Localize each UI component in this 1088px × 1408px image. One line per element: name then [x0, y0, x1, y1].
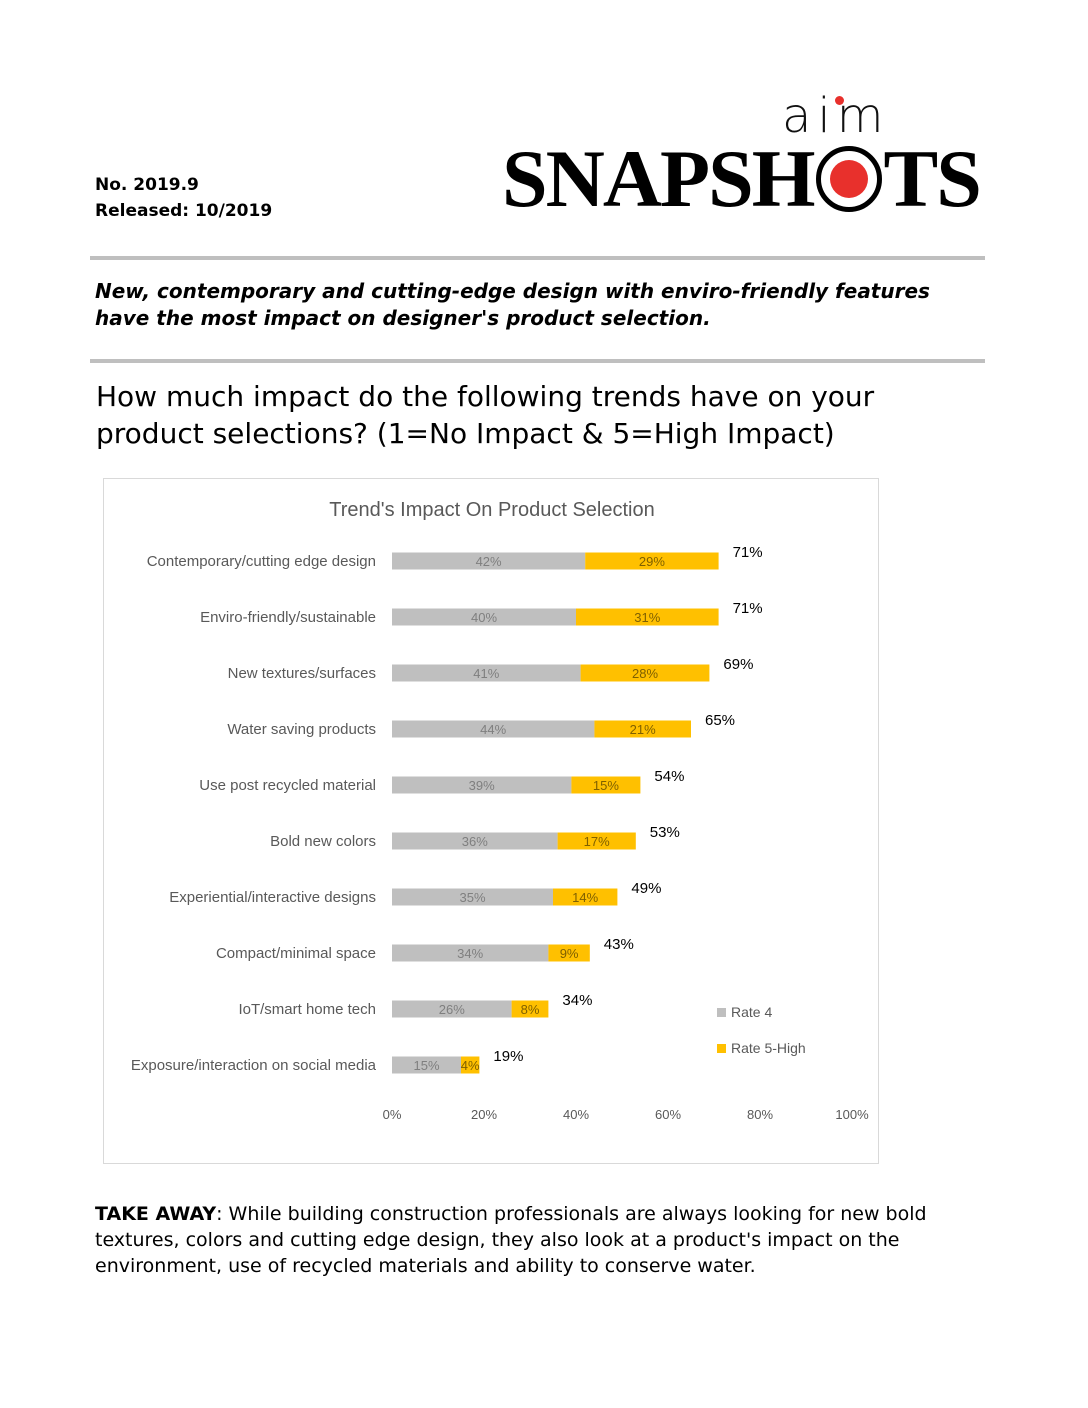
bar-data-label: 39%: [469, 778, 495, 793]
category-label: Enviro-friendly/sustainable: [200, 609, 376, 626]
bar-data-label: 31%: [634, 610, 660, 625]
bar-rate-4: [392, 720, 595, 738]
chart-title: Trend's Impact On Product Selection: [329, 499, 654, 521]
bar-rate-4: [392, 944, 549, 962]
logo-snapshots-left: SNAPSH: [502, 133, 816, 224]
headline: New, contemporary and cutting-edge desig…: [95, 279, 930, 330]
category-label: Experiential/interactive designs: [169, 889, 376, 906]
bar-data-label: 21%: [630, 722, 656, 737]
total-label: 19%: [493, 1048, 523, 1065]
bar-rate-4: [392, 776, 572, 794]
legend-label: Rate 4: [731, 1004, 772, 1020]
bar-rate-5-high: [511, 1000, 549, 1018]
aim-snapshots-logo: aim SNAPSH TS: [500, 88, 982, 220]
bar-rate-4: [392, 1000, 512, 1018]
bar-data-label: 36%: [462, 834, 488, 849]
logo-aim-dot: [835, 96, 844, 105]
stacked-bar-chart: Trend's Impact On Product Selection Conte…: [131, 499, 869, 1122]
bottom-divider: [90, 359, 985, 363]
category-label: Exposure/interaction on social media: [131, 1057, 377, 1074]
issue-number: No. 2019.9: [95, 175, 199, 195]
bar-data-label: 40%: [471, 610, 497, 625]
logo-target-icon: [815, 146, 882, 212]
legend-label: Rate 5-High: [731, 1040, 806, 1056]
bar-rate-4: [392, 552, 586, 570]
snapshot-meta: No. 2019.9 Released: 10/2019: [95, 172, 272, 224]
bar-rate-5-high: [571, 776, 641, 794]
bar-data-label: 4%: [461, 1058, 480, 1073]
bar-data-label: 41%: [473, 666, 499, 681]
category-label: Bold new colors: [270, 833, 376, 850]
x-tick-label: 80%: [747, 1107, 773, 1122]
bar-rate-4: [392, 608, 576, 626]
bar-rate-4: [392, 832, 558, 850]
bar-rate-5-high: [553, 888, 618, 906]
bar-data-label: 17%: [584, 834, 610, 849]
takeaway: TAKE AWAY: While building construction p…: [95, 1201, 985, 1279]
bar-data-label: 14%: [572, 890, 598, 905]
bar-data-label: 8%: [521, 1002, 540, 1017]
bar-data-label: 15%: [413, 1058, 439, 1073]
bar-data-label: 35%: [459, 890, 485, 905]
x-tick-label: 60%: [655, 1107, 681, 1122]
category-label: Compact/minimal space: [216, 945, 376, 962]
total-label: 49%: [631, 880, 661, 897]
logo-snapshots-right: TS: [883, 133, 982, 224]
bar-rate-5-high: [594, 720, 691, 738]
survey-question: How much impact do the following trends …: [96, 380, 875, 450]
total-label: 34%: [562, 992, 592, 1009]
total-label: 43%: [604, 936, 634, 953]
total-label: 53%: [650, 824, 680, 841]
logo-aim-text: aim: [782, 88, 890, 144]
release-date: Released: 10/2019: [95, 201, 273, 221]
bar-rate-4: [392, 1056, 461, 1074]
bar-rate-4: [392, 888, 553, 906]
category-label: IoT/smart home tech: [238, 1001, 376, 1018]
bar-data-label: 9%: [560, 946, 579, 961]
total-label: 71%: [733, 544, 763, 561]
total-label: 69%: [723, 656, 753, 673]
bar-rate-5-high: [557, 832, 636, 850]
bar-rate-5-high: [585, 552, 719, 570]
total-label: 65%: [705, 712, 735, 729]
bar-rate-4: [392, 664, 581, 682]
bar-rate-5-high: [548, 944, 590, 962]
chart-container: Trend's Impact On Product Selection Conte…: [103, 478, 879, 1164]
category-label: Water saving products: [227, 721, 376, 738]
bar-data-label: 29%: [639, 554, 665, 569]
bar-data-label: 42%: [476, 554, 502, 569]
total-label: 54%: [654, 768, 684, 785]
takeaway-text: : While building construction profession…: [95, 1203, 927, 1277]
bar-rate-5-high: [576, 608, 719, 626]
x-tick-label: 20%: [471, 1107, 497, 1122]
bar-rate-5-high: [580, 664, 710, 682]
bar-data-label: 26%: [439, 1002, 465, 1017]
logo-snapshots-text: SNAPSH TS: [502, 133, 982, 224]
x-tick-label: 0%: [383, 1107, 402, 1122]
bar-data-label: 34%: [457, 946, 483, 961]
x-tick-label: 40%: [563, 1107, 589, 1122]
category-label: Contemporary/cutting edge design: [147, 553, 376, 570]
category-label: New textures/surfaces: [228, 665, 376, 682]
takeaway-label: TAKE AWAY: [95, 1203, 217, 1225]
x-tick-label: 100%: [835, 1107, 869, 1122]
legend-swatch: [717, 1008, 726, 1017]
bar-rate-5-high: [461, 1056, 480, 1074]
bar-data-label: 15%: [593, 778, 619, 793]
legend-swatch: [717, 1044, 726, 1053]
bar-data-label: 44%: [480, 722, 506, 737]
top-divider: [90, 256, 985, 260]
bar-data-label: 28%: [632, 666, 658, 681]
total-label: 71%: [733, 600, 763, 617]
category-label: Use post recycled material: [199, 777, 376, 794]
